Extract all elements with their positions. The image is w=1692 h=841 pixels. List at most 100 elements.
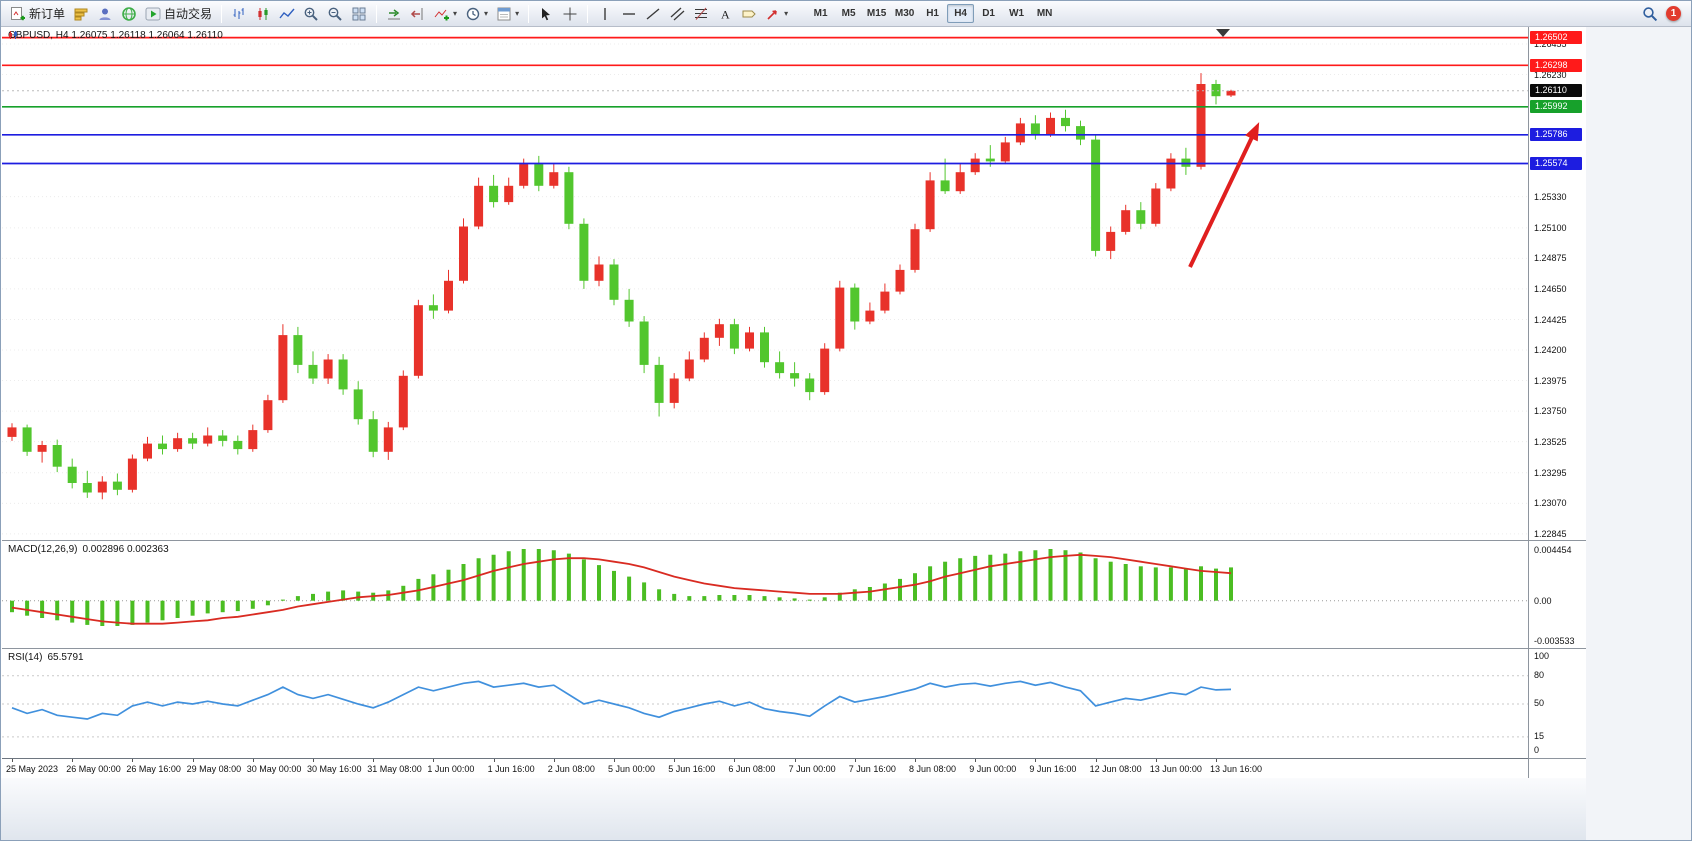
price-line-tag[interactable]: 1.26298 bbox=[1530, 58, 1582, 72]
macd-signal-line bbox=[11, 553, 1232, 625]
price-line-tag[interactable]: 1.25786 bbox=[1530, 128, 1582, 142]
macd-canvas[interactable] bbox=[2, 541, 1528, 648]
horizontal-line-button[interactable] bbox=[618, 4, 640, 24]
tile-windows-icon bbox=[352, 7, 366, 20]
notification-badge[interactable]: 1 bbox=[1666, 6, 1681, 21]
chevron-down-icon: ▾ bbox=[784, 8, 789, 18]
symbol-icon bbox=[9, 31, 17, 39]
time-label: 2 Jun 08:00 bbox=[547, 764, 595, 774]
main-chart-panel[interactable]: GBPUSD, H4 1.26075 1.26118 1.26064 1.261… bbox=[2, 27, 1528, 540]
auto-scroll-button[interactable] bbox=[383, 4, 405, 24]
time-label: 31 May 08:00 bbox=[367, 764, 422, 774]
time-label: 30 May 16:00 bbox=[307, 764, 362, 774]
time-tick-mark bbox=[433, 759, 435, 762]
price-grid bbox=[2, 43, 1528, 535]
rsi-tick-label: 15 bbox=[1534, 730, 1545, 741]
time-tick-mark bbox=[553, 759, 555, 762]
time-tick-mark bbox=[493, 759, 495, 762]
tile-windows-button[interactable] bbox=[348, 4, 370, 24]
trend-arrow-annotation[interactable] bbox=[1188, 122, 1260, 268]
line-chart-button[interactable] bbox=[276, 4, 298, 24]
separator bbox=[587, 4, 589, 23]
crosshair-button[interactable] bbox=[559, 4, 581, 24]
timeframe-mn-button[interactable]: MN bbox=[1036, 8, 1053, 19]
periods-button[interactable]: ▾ bbox=[462, 4, 491, 24]
zoom-in-icon bbox=[304, 7, 318, 21]
equidistant-channel-button[interactable] bbox=[666, 4, 688, 24]
text-button[interactable]: A bbox=[714, 4, 736, 24]
timeframe-m1-button[interactable]: M1 bbox=[813, 8, 828, 19]
cursor-button[interactable] bbox=[535, 4, 557, 24]
trendline-button[interactable] bbox=[642, 4, 664, 24]
vertical-line-button[interactable] bbox=[594, 4, 616, 24]
text-label-button[interactable] bbox=[738, 4, 760, 24]
axis-separator bbox=[1529, 540, 1586, 541]
market-depth-icon bbox=[74, 8, 88, 20]
time-tick-mark bbox=[252, 759, 254, 762]
rsi-canvas[interactable] bbox=[2, 649, 1528, 758]
timeframe-m5-button[interactable]: M5 bbox=[841, 8, 856, 19]
search-icon[interactable] bbox=[1642, 6, 1658, 22]
templates-button[interactable]: ▾ bbox=[493, 4, 522, 24]
rsi-line bbox=[11, 680, 1232, 720]
profiles-button[interactable] bbox=[94, 4, 116, 24]
time-label: 1 Jun 00:00 bbox=[427, 764, 475, 774]
macd-histogram bbox=[10, 549, 1233, 626]
rsi-tick-label: 50 bbox=[1534, 698, 1545, 708]
timeframe-group: M1 M5 M15 M30 H1 H4 D1 W1 MN bbox=[807, 4, 1058, 23]
timeframe-h1-button[interactable]: H1 bbox=[926, 8, 939, 19]
time-label: 26 May 00:00 bbox=[66, 764, 121, 774]
time-axis[interactable]: 25 May 2023 26 May 00:00 26 May 16:00 29 Ma… bbox=[2, 758, 1528, 778]
macd-tick-label: 0.00 bbox=[1534, 595, 1552, 606]
rsi-panel[interactable]: RSI(14) 65.5791 bbox=[2, 648, 1528, 758]
community-button[interactable] bbox=[118, 4, 140, 24]
chevron-down-icon: ▾ bbox=[484, 8, 489, 18]
chart-shift-marker bbox=[1216, 29, 1230, 37]
new-order-icon bbox=[11, 6, 25, 20]
price-tick-label: 1.24425 bbox=[1534, 314, 1567, 325]
macd-title: MACD(12,26,9) bbox=[8, 544, 78, 555]
text-icon: A bbox=[721, 7, 730, 21]
timeframe-w1-button[interactable]: W1 bbox=[1009, 8, 1025, 19]
macd-tick-label: -0.003533 bbox=[1534, 636, 1575, 647]
price-line-tag[interactable]: 1.25574 bbox=[1530, 157, 1582, 170]
auto-trading-button[interactable]: 自动交易 bbox=[142, 4, 215, 24]
horizontal-level-lines bbox=[2, 36, 1528, 165]
crosshair-icon bbox=[563, 7, 577, 20]
zoom-out-button[interactable] bbox=[324, 4, 346, 24]
bar-chart-icon bbox=[233, 7, 244, 19]
price-line-tag[interactable]: 1.25992 bbox=[1530, 100, 1582, 114]
arrows-button[interactable]: ▾ bbox=[762, 4, 791, 24]
window-footer bbox=[1, 778, 1586, 840]
time-tick-mark bbox=[854, 759, 856, 762]
candles-layer bbox=[7, 73, 1236, 500]
zoom-in-button[interactable] bbox=[300, 4, 322, 24]
bar-chart-button[interactable] bbox=[228, 4, 250, 24]
price-tick-label: 1.26230 bbox=[1534, 69, 1567, 80]
time-tick-mark bbox=[674, 759, 676, 762]
time-tick-mark bbox=[313, 759, 314, 762]
separator bbox=[221, 4, 223, 23]
timeframe-d1-button[interactable]: D1 bbox=[982, 8, 995, 19]
timeframe-m30-button[interactable]: M30 bbox=[894, 8, 915, 19]
price-axis[interactable]: 1.264551.262301.253301.251001.248751.246… bbox=[1528, 27, 1586, 778]
macd-panel[interactable]: MACD(12,26,9) 0.002896 0.002363 bbox=[2, 540, 1528, 648]
templates-icon bbox=[497, 7, 511, 20]
profiles-icon bbox=[99, 8, 111, 20]
chart-shift-button[interactable] bbox=[407, 4, 429, 24]
candlestick-chart-icon bbox=[258, 7, 268, 20]
current-price-tag[interactable]: 1.26110 bbox=[1530, 84, 1582, 98]
fibonacci-button[interactable] bbox=[690, 4, 712, 24]
timeframe-m15-button[interactable]: M15 bbox=[866, 8, 887, 19]
chart-shift-icon bbox=[410, 7, 423, 20]
horizontal-line-icon bbox=[623, 12, 636, 15]
price-line-tag[interactable]: 1.26502 bbox=[1530, 31, 1582, 45]
indicators-button[interactable]: ▾ bbox=[431, 4, 460, 24]
main-chart-canvas[interactable] bbox=[2, 27, 1528, 540]
timeframe-h4-button[interactable]: H4 bbox=[947, 4, 975, 23]
market-depth-button[interactable] bbox=[70, 4, 92, 24]
candlestick-chart-button[interactable] bbox=[252, 4, 274, 24]
price-tick-label: 1.24875 bbox=[1534, 253, 1567, 264]
time-tick-mark bbox=[794, 759, 796, 762]
new-order-button[interactable]: 新订单 bbox=[7, 4, 68, 24]
